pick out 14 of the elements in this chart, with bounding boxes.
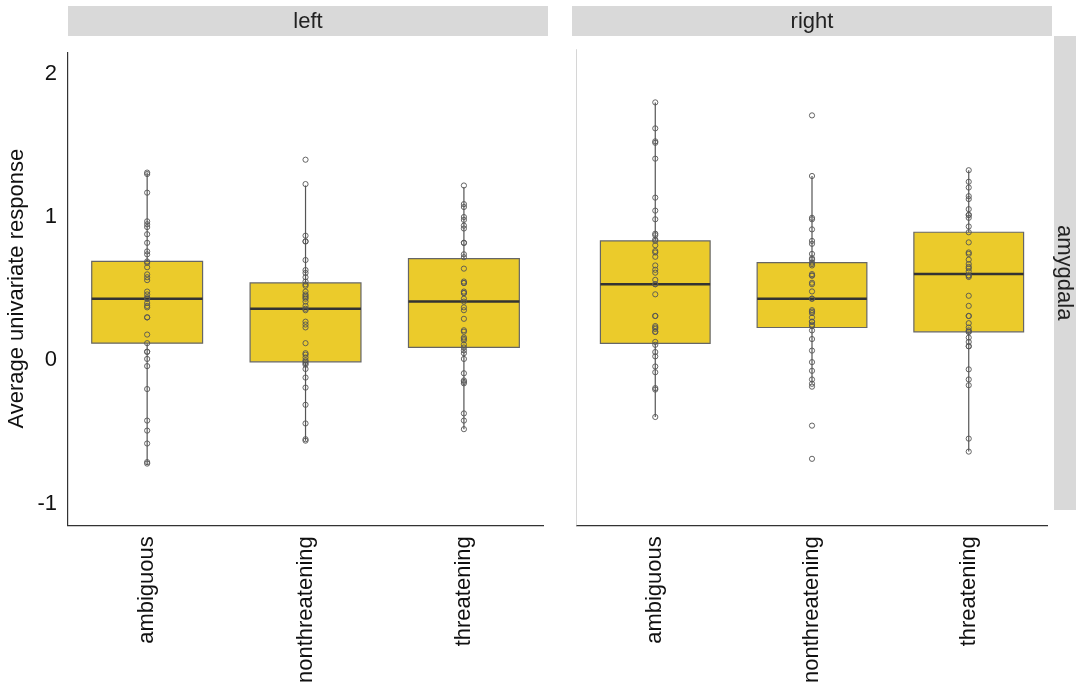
x-tick-label: ambiguous [641,536,667,644]
y-tick-label: 0 [44,346,57,372]
chart-title: left [68,6,548,36]
chart-title: right [572,6,1052,36]
y-tick-label: -1 [37,489,57,515]
x-tick-label: nonthreatening [798,536,824,683]
x-tick-label: threatening [954,536,980,647]
text: amygdala [1053,36,1076,510]
y-axis-title: Average univariate response [3,148,29,429]
y-tick-label: 2 [44,59,57,85]
y-tick-label: 1 [44,203,57,229]
x-tick-label: ambiguous [133,536,159,644]
x-tick-label: threatening [449,536,475,647]
x-tick-label: nonthreatening [291,536,317,683]
